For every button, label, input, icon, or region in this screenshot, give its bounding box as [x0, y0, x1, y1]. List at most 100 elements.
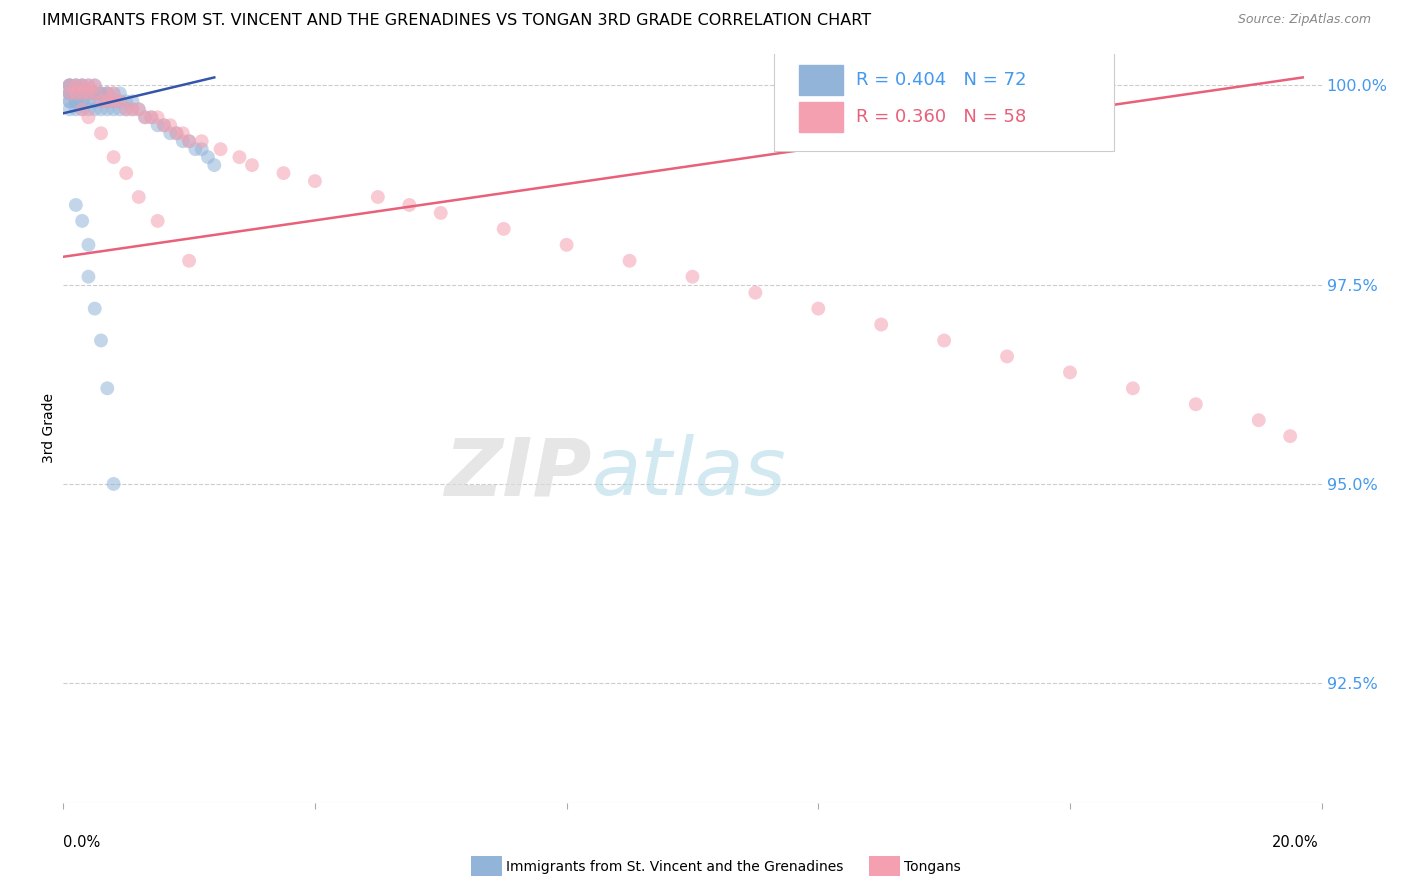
- Point: [108, 95, 131, 109]
- Point: [744, 285, 766, 300]
- Point: [555, 237, 578, 252]
- Point: [121, 103, 143, 117]
- Point: [58, 87, 80, 101]
- Point: [103, 95, 125, 109]
- Text: Immigrants from St. Vincent and the Grenadines: Immigrants from St. Vincent and the Gren…: [506, 860, 844, 874]
- Point: [83, 87, 105, 101]
- Point: [108, 95, 131, 109]
- Point: [70, 78, 93, 93]
- Point: [209, 142, 232, 156]
- Point: [77, 87, 100, 101]
- Point: [58, 87, 80, 101]
- Point: [58, 87, 80, 101]
- Point: [128, 103, 150, 117]
- Point: [103, 477, 125, 491]
- Point: [184, 142, 207, 156]
- Point: [77, 269, 100, 284]
- Point: [90, 126, 112, 140]
- Point: [1185, 397, 1208, 411]
- Point: [430, 206, 453, 220]
- Point: [96, 381, 118, 395]
- Point: [103, 87, 125, 101]
- Point: [1122, 381, 1144, 395]
- Point: [58, 87, 80, 101]
- Point: [70, 87, 93, 101]
- Point: [58, 103, 80, 117]
- Point: [273, 166, 295, 180]
- Point: [190, 134, 212, 148]
- Point: [153, 118, 176, 132]
- Point: [1059, 365, 1081, 379]
- Point: [90, 95, 112, 109]
- Point: [934, 334, 956, 348]
- Point: [70, 87, 93, 101]
- Point: [58, 78, 80, 93]
- Point: [77, 87, 100, 101]
- Point: [77, 78, 100, 93]
- Point: [65, 87, 87, 101]
- Point: [65, 78, 87, 93]
- Point: [83, 78, 105, 93]
- Point: [77, 87, 100, 101]
- Point: [70, 214, 93, 228]
- Point: [65, 95, 87, 109]
- Point: [197, 150, 219, 164]
- Point: [228, 150, 250, 164]
- Point: [90, 95, 112, 109]
- Point: [103, 150, 125, 164]
- Point: [146, 118, 169, 132]
- Point: [619, 253, 641, 268]
- Point: [682, 269, 704, 284]
- Point: [58, 95, 80, 109]
- Point: [83, 103, 105, 117]
- Point: [141, 110, 163, 124]
- Point: [146, 214, 169, 228]
- Point: [65, 103, 87, 117]
- Point: [177, 253, 201, 268]
- Point: [70, 78, 93, 93]
- Point: [96, 87, 118, 101]
- Point: [90, 87, 112, 101]
- Point: [177, 134, 201, 148]
- Point: [103, 87, 125, 101]
- Point: [146, 110, 169, 124]
- Point: [65, 87, 87, 101]
- Point: [83, 301, 105, 316]
- Point: [128, 103, 150, 117]
- Point: [83, 87, 105, 101]
- Point: [77, 78, 100, 93]
- Point: [83, 78, 105, 93]
- Point: [367, 190, 389, 204]
- Text: 0.0%: 0.0%: [63, 836, 100, 850]
- Point: [96, 95, 118, 109]
- Point: [128, 190, 150, 204]
- Point: [70, 103, 93, 117]
- Text: 20.0%: 20.0%: [1272, 836, 1319, 850]
- Point: [240, 158, 263, 172]
- Point: [103, 95, 125, 109]
- Point: [58, 78, 80, 93]
- Point: [90, 87, 112, 101]
- Point: [398, 198, 420, 212]
- Point: [166, 126, 188, 140]
- Point: [96, 95, 118, 109]
- Point: [70, 103, 93, 117]
- Point: [870, 318, 893, 332]
- Point: [65, 198, 87, 212]
- Point: [807, 301, 830, 316]
- Point: [141, 110, 163, 124]
- Point: [172, 134, 194, 148]
- Point: [96, 87, 118, 101]
- Point: [115, 103, 138, 117]
- Point: [121, 95, 143, 109]
- Point: [1247, 413, 1270, 427]
- Point: [202, 158, 225, 172]
- Point: [70, 95, 93, 109]
- Point: [108, 87, 131, 101]
- Point: [1279, 429, 1302, 443]
- Point: [304, 174, 326, 188]
- Point: [995, 350, 1018, 364]
- Point: [492, 222, 515, 236]
- Text: atlas: atlas: [592, 434, 786, 512]
- Point: [115, 166, 138, 180]
